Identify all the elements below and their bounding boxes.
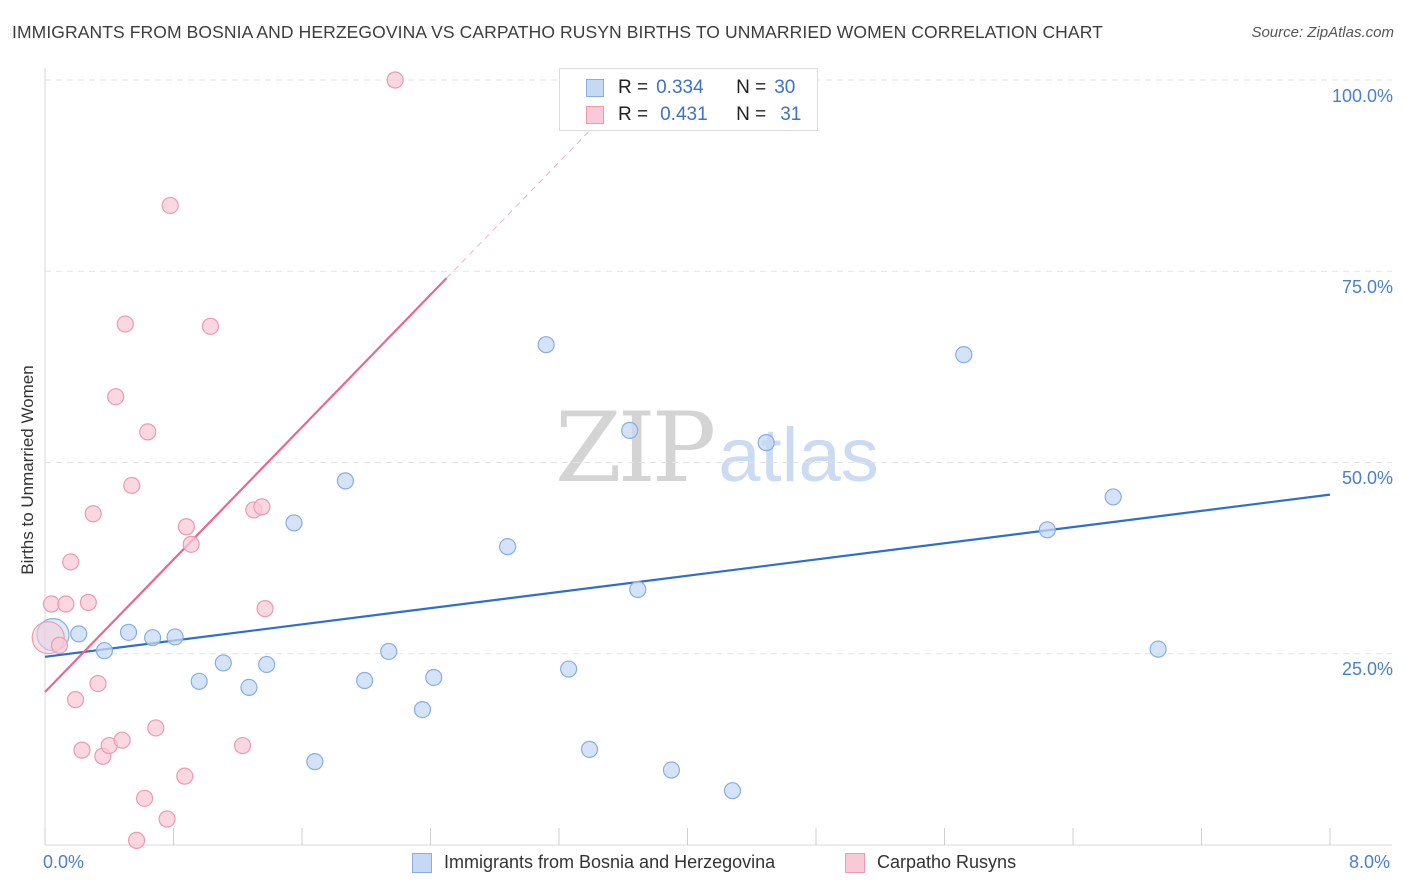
point-blue: [285, 514, 303, 532]
trend-line-pink-extension: [446, 112, 608, 279]
legend-r-label: R =: [618, 104, 649, 125]
point-blue: [1104, 488, 1122, 506]
axes: [44, 68, 1392, 846]
y-tick-label-75: 75.0%: [1341, 277, 1393, 297]
point-blue: [190, 672, 208, 690]
trend-lines: [44, 112, 1331, 693]
bottom-legend-swatch-blue: [412, 852, 432, 873]
point-blue: [166, 628, 184, 646]
point-blue: [119, 623, 138, 641]
point-blue: [629, 580, 647, 599]
point-blue: [240, 678, 258, 697]
legend-swatch-blue: [586, 79, 604, 97]
point-blue: [413, 700, 432, 719]
point-pink: [113, 731, 131, 749]
point-pink: [233, 736, 252, 755]
point-pink: [123, 476, 141, 495]
watermark-zip: ZIP: [555, 392, 716, 504]
point-blue: [560, 660, 578, 678]
legend-row-pink: R = 0.431 N = 31: [586, 104, 801, 126]
point-blue: [336, 472, 354, 490]
bottom-legend-item-pink: Carpatho Rusyns: [845, 852, 1016, 873]
point-pink: [201, 317, 220, 335]
point-blue: [499, 538, 517, 556]
point-pink: [147, 719, 165, 737]
x-tick-label-max: 8.0%: [1349, 852, 1391, 872]
point-blue: [1149, 640, 1167, 658]
correlation-legend: R = 0.334 N = 30 R = 0.431 N = 31: [559, 68, 818, 131]
point-pink: [116, 315, 134, 333]
x-tick-label-min: 0.0%: [43, 852, 85, 872]
trend-line-blue: [44, 493, 1331, 658]
watermark-atlas: atlas: [718, 413, 879, 498]
legend-swatch-pink: [586, 106, 604, 124]
y-tick-label-25: 25.0%: [1341, 659, 1393, 679]
legend-r-value: 0.334: [656, 77, 704, 98]
point-blue: [621, 421, 639, 439]
point-blue: [214, 654, 232, 672]
point-pink: [50, 636, 69, 654]
trend-line-pink: [44, 277, 448, 693]
point-blue: [356, 671, 374, 690]
point-pink: [253, 498, 271, 516]
point-blue: [95, 642, 114, 660]
point-pink: [161, 196, 179, 215]
source-label: Source: ZipAtlas.com: [1251, 24, 1394, 41]
point-pink: [177, 518, 195, 536]
point-pink: [139, 423, 157, 441]
point-blue: [757, 434, 775, 452]
point-blue: [662, 761, 681, 779]
point-pink: [107, 388, 125, 406]
point-pink: [135, 789, 154, 807]
bottom-legend-label-pink: Carpatho Rusyns: [877, 852, 1017, 872]
point-pink: [73, 741, 91, 759]
point-pink: [79, 593, 97, 612]
point-pink: [182, 535, 200, 553]
point-blue: [537, 336, 555, 354]
legend-r-label: R =: [618, 77, 649, 98]
point-pink: [256, 600, 274, 618]
point-pink: [158, 810, 176, 828]
point-blue: [955, 346, 973, 364]
gridlines: [45, 79, 1392, 655]
legend-row-blue: R = 0.334 N = 30: [586, 77, 795, 99]
point-blue: [580, 740, 599, 758]
y-tick-label-100: 100.0%: [1331, 86, 1393, 106]
point-pink: [127, 831, 146, 850]
point-pink: [42, 595, 61, 613]
point-blue: [425, 668, 443, 687]
point-pink: [176, 767, 194, 785]
point-pink: [386, 71, 404, 89]
legend-n-label: N =: [736, 104, 767, 125]
point-blue: [258, 655, 276, 674]
point-blue: [380, 642, 398, 661]
bottom-legend-label-blue: Immigrants from Bosnia and Herzegovina: [444, 852, 776, 872]
y-axis-label: Births to Unmarried Women: [18, 365, 37, 575]
point-blue: [144, 629, 162, 647]
data-points: [31, 71, 1167, 850]
point-blue: [70, 625, 88, 643]
chart-title: IMMIGRANTS FROM BOSNIA AND HERZEGOVINA V…: [12, 22, 1103, 42]
point-blue: [306, 753, 324, 771]
point-pink: [62, 553, 80, 571]
point-blue: [1038, 521, 1056, 539]
bottom-legend-swatch-pink: [845, 852, 865, 873]
legend-n-value: 31: [780, 104, 802, 125]
point-pink: [66, 691, 85, 709]
y-tick-label-50: 50.0%: [1341, 468, 1393, 488]
point-pink: [89, 674, 107, 693]
bottom-legend-item-blue: Immigrants from Bosnia and Herzegovina: [412, 852, 775, 873]
point-blue: [723, 782, 742, 800]
legend-n-value: 30: [774, 77, 796, 98]
legend-r-value: 0.431: [660, 104, 708, 125]
point-pink: [84, 505, 102, 523]
watermark: ZIPatlas: [555, 400, 879, 497]
legend-n-label: N =: [736, 77, 767, 98]
point-pink: [57, 595, 75, 613]
